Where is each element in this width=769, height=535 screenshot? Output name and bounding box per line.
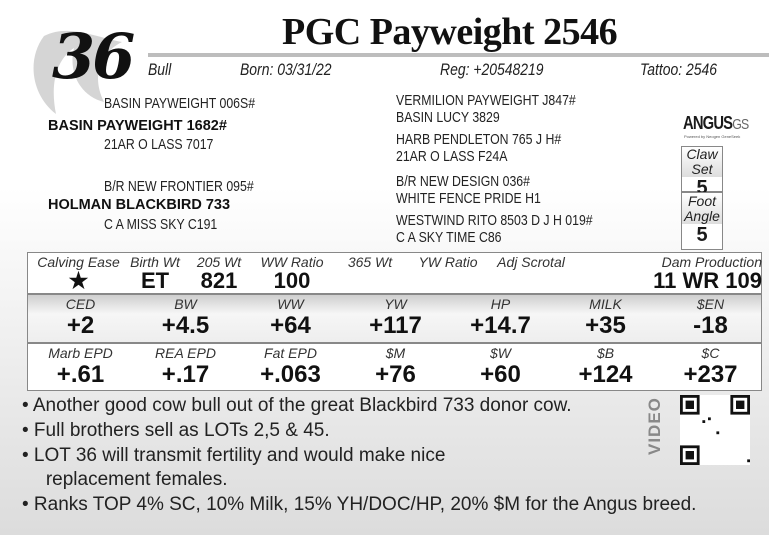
epd1-value: +14.7 [470,312,531,339]
epd2-header: $M [385,345,406,361]
epd1-header: MILK [589,296,622,312]
performance-value: 100 [273,268,311,293]
birth-date: Born: 03/31/22 [240,60,332,79]
epd1-value: +2 [66,312,95,339]
performance-header: YW Ratio [418,254,478,270]
epd1-value: +117 [369,312,422,339]
epd2-value: +.063 [260,361,321,388]
pedigree-right-4: 21AR O LASS F24A [396,148,508,165]
pedigree-right-7: WESTWIND RITO 8503 D J H 019# [396,212,593,229]
epd-table-2: Marb EPD +.61 REA EPD +.17 Fat EPD +.063 $M +76… [27,343,762,391]
performance-header: 365 Wt [347,254,393,270]
performance-header: Adj Scrotal [497,254,565,270]
epd2-header: $B [596,345,615,361]
performance-header: Birth Wt [130,254,180,270]
epd1-value: +64 [270,312,311,339]
performance-header: Calving Ease [37,254,120,270]
epd2-header: $W [490,345,511,361]
pedigree-right-5: B/R NEW DESIGN 036# [396,173,530,190]
note-1: • Another good cow bull out of the great… [22,395,572,416]
epd1-header: YW [384,296,407,312]
note-4: replacement females. [30,469,228,490]
epd1-header: $EN [696,296,725,312]
pedigree-right-8: C A SKY TIME C86 [396,229,502,246]
tattoo: Tattoo: 2546 [640,60,718,79]
epd-table-1: CED +2 BW +4.5 WW +64 YW +117 HP +14.7 MILK +35 $EN -… [27,294,762,343]
pedigree-right-3: HARB PENDLETON 765 J H# [396,131,562,148]
epd1-value: +35 [585,312,626,339]
performance-value: 821 [200,268,238,293]
dam: HOLMAN BLACKBIRD 733 [48,197,231,213]
animal-name: PGC Payweight 2546 [282,11,618,53]
epd1-header: CED [65,296,96,312]
epd1-header: WW [277,296,304,312]
note-5: • Ranks TOP 4% SC, 10% Milk, 15% YH/DOC/… [22,494,697,515]
note-2: • Full brothers sell as LOTs 2,5 & 45. [22,420,330,441]
epd1-value: -18 [693,312,728,339]
sire: BASIN PAYWEIGHT 1682# [48,118,227,134]
performance-header: Dam Production [661,254,762,270]
title-rule [148,53,769,57]
epd1-value: +4.5 [161,312,210,339]
epd2-value: +.17 [161,361,210,388]
epd2-value: +76 [375,361,416,388]
performance-value: ★ [68,268,89,293]
epd2-value: +237 [683,361,738,388]
pedigree-right-6: WHITE FENCE PRIDE H1 [396,190,541,207]
claw-set-label: Claw Set [682,147,722,177]
performance-header: 205 Wt [196,254,242,270]
sire-dam: 21AR O LASS 7017 [104,136,214,153]
performance-table: Calving Ease ★ Birth Wt ET 205 Wt 821 WW Ratio… [27,252,762,294]
performance-value: ET [140,268,170,293]
performance-header: WW Ratio [260,254,324,270]
epd2-value: +60 [480,361,521,388]
claw-set-value: 5 [696,177,708,199]
dam-sire: B/R NEW FRONTIER 095# [104,178,254,195]
epd1-header: HP [490,296,511,312]
angus-gs-subtitle: Powered by Neogen GeneSeek [684,134,741,139]
epd2-header: REA EPD [155,345,216,361]
dam-dam: C A MISS SKY C191 [104,216,218,233]
lot-number: 36 [52,20,135,93]
foot-angle-box: Foot Angle 5 [681,192,723,250]
sex: Bull [148,60,172,79]
foot-angle-value: 5 [696,224,708,246]
foot-angle-label: Foot Angle [682,193,722,224]
pedigree-right-2: BASIN LUCY 3829 [396,109,500,126]
ranch-brand-watermark [33,30,123,114]
registration: Reg: +20548219 [440,60,544,79]
epd1-header: BW [174,296,197,312]
epd2-header: Marb EPD [48,345,113,361]
claw-set-box: Claw Set 5 [681,146,723,199]
pedigree-right-1: VERMILION PAYWEIGHT J847# [396,92,576,109]
performance-value: 11 WR 109 [653,268,762,293]
angus-gs-logo: ANGUSGS [683,113,749,133]
note-3: • LOT 36 will transmit fertility and wou… [22,445,446,466]
epd2-value: +.61 [56,361,105,388]
video-qr-code[interactable] [680,395,750,465]
epd2-header: $C [701,345,720,361]
sire-sire: BASIN PAYWEIGHT 006S# [104,95,256,112]
video-label: VIDEO [645,397,664,455]
epd2-header: Fat EPD [264,345,317,361]
epd2-value: +124 [578,361,633,388]
